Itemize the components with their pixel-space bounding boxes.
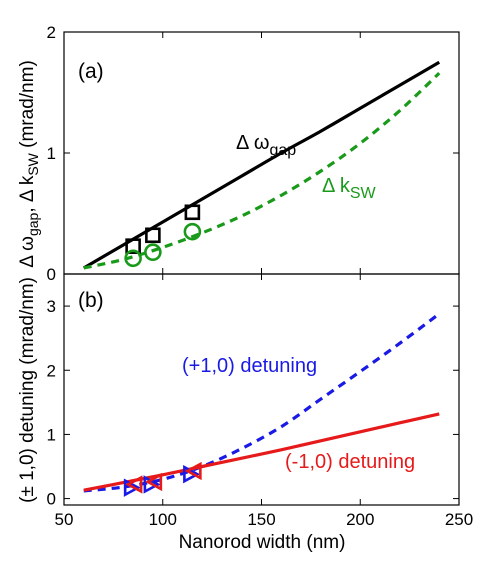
series-label-plus-one-detuning: (+1,0) detuning <box>182 355 317 377</box>
square-marker <box>145 227 161 244</box>
square-marker <box>184 204 201 221</box>
triangle-left-marker <box>125 475 143 494</box>
series-line-b-1 <box>83 412 440 492</box>
x-tick-label: 150 <box>247 510 275 529</box>
y-tick-label: 0 <box>47 265 56 284</box>
panel-a-y-ticks: 0 1 2 <box>47 23 460 284</box>
series-line-a-0 <box>82 60 441 270</box>
circle-marker <box>124 249 142 268</box>
panel-b-y-ticks: 0 1 2 3 <box>47 297 459 509</box>
triangle-left-marker <box>184 461 202 481</box>
x-tick-label: 50 <box>55 510 74 529</box>
x-axis-label: Nanorod width (nm) <box>179 532 346 553</box>
circle-marker <box>144 243 162 262</box>
series-line-b-0 <box>83 312 441 493</box>
x-tick-label: 200 <box>346 510 374 529</box>
x-tick-label: 100 <box>149 510 177 529</box>
x-tick-label: 250 <box>445 510 473 529</box>
y-tick-label: 3 <box>47 297 56 316</box>
panel-a-y-axis-label: Δ ωgap, Δ kSW (mrad/nm) <box>17 60 41 268</box>
square-marker <box>125 238 141 254</box>
panel-b-label: (b) <box>78 289 104 312</box>
panel-a-plot-area <box>82 60 441 270</box>
triangle-left-marker <box>145 472 163 492</box>
series-label-delta-k-sw: Δ kSW <box>322 175 376 202</box>
circle-marker <box>183 222 202 241</box>
panel-b-plot-area <box>83 312 441 497</box>
y-tick-label: 1 <box>47 425 56 444</box>
panel-b-x-ticks: 50 100 150 200 250 <box>55 274 473 529</box>
y-tick-label: 1 <box>47 144 56 163</box>
triangle-right-marker <box>183 465 201 484</box>
panel-a: 0 1 2 (a) Δ ωgap, Δ kSW (mrad/nm) Δ ωgap Δ… <box>17 23 460 284</box>
triangle-right-marker <box>123 478 141 497</box>
panel-b-y-axis-label: (± 1,0) detuning (mrad/nm) <box>17 277 38 503</box>
series-label-delta-omega-gap: Δ ωgap <box>236 132 296 159</box>
y-tick-label: 0 <box>47 490 56 509</box>
series-label-minus-one-detuning: (-1,0) detuning <box>285 451 415 473</box>
panel-b: 0 1 2 3 50 100 150 200 250 (b) (± 1,0) detuning… <box>17 273 473 553</box>
panel-a-label: (a) <box>78 60 104 83</box>
y-tick-label: 2 <box>47 361 56 380</box>
series-line-a-1 <box>83 71 441 270</box>
y-tick-label: 2 <box>47 23 56 42</box>
